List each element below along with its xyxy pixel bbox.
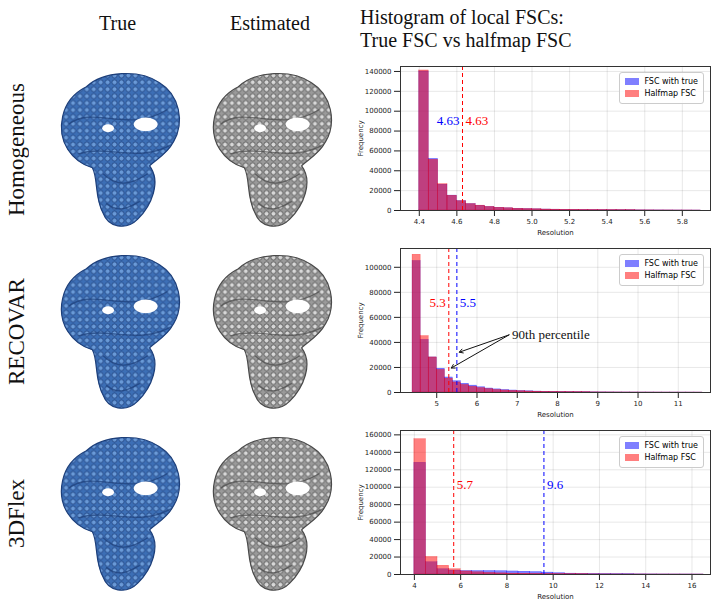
svg-text:8: 8	[555, 400, 559, 408]
svg-text:Resolution: Resolution	[537, 229, 574, 237]
svg-text:20000: 20000	[369, 364, 391, 372]
svg-text:Frequency: Frequency	[357, 302, 365, 338]
html-text:Estimated: Estimated	[230, 12, 310, 34]
svg-text:20000: 20000	[369, 187, 391, 195]
svg-text:20000: 20000	[369, 553, 391, 561]
svg-text:14: 14	[641, 582, 650, 590]
svg-text:Frequency: Frequency	[357, 484, 365, 520]
svg-text:9.6: 9.6	[547, 477, 564, 492]
svg-text:100000: 100000	[365, 107, 392, 115]
svg-text:4.63: 4.63	[466, 113, 489, 128]
svg-text:160000: 160000	[365, 431, 392, 439]
html-text:Halfmap FSC: Halfmap FSC	[644, 271, 696, 280]
svg-text:140000: 140000	[365, 449, 392, 457]
svg-text:7: 7	[515, 400, 519, 408]
svg-text:4.6: 4.6	[451, 218, 463, 226]
html-text:FSC with true: FSC with true	[644, 77, 698, 86]
svg-text:5.2: 5.2	[564, 218, 575, 226]
svg-text:5.3: 5.3	[430, 295, 446, 310]
html-text:Halfmap FSC: Halfmap FSC	[644, 453, 696, 462]
svg-text:4.63: 4.63	[437, 113, 460, 128]
svg-text:40000: 40000	[369, 167, 391, 175]
svg-text:10: 10	[634, 400, 643, 408]
svg-text:80000: 80000	[369, 127, 391, 135]
svg-text:140000: 140000	[365, 68, 392, 76]
svg-text:8: 8	[505, 582, 509, 590]
svg-text:80000: 80000	[369, 501, 391, 509]
html-text:True FSC vs halfmap FSC: True FSC vs halfmap FSC	[360, 29, 572, 51]
svg-text:100000: 100000	[365, 483, 392, 491]
svg-text:60000: 60000	[369, 518, 391, 526]
svg-text:90th percentile: 90th percentile	[512, 327, 590, 342]
html-text:RECOVAR: RECOVAR	[4, 278, 29, 386]
svg-text:Resolution: Resolution	[537, 411, 574, 419]
html-text:Halfmap FSC: Halfmap FSC	[644, 89, 696, 98]
svg-text:0: 0	[387, 389, 391, 397]
svg-text:11: 11	[674, 400, 683, 408]
html-text:FSC with true: FSC with true	[644, 259, 698, 268]
svg-text:4.8: 4.8	[489, 218, 500, 226]
svg-text:100000: 100000	[365, 264, 392, 272]
svg-text:120000: 120000	[365, 466, 392, 474]
html-text:3DFlex: 3DFlex	[4, 479, 29, 549]
svg-text:5: 5	[434, 400, 438, 408]
svg-text:5.6: 5.6	[639, 218, 651, 226]
svg-text:40000: 40000	[369, 339, 391, 347]
svg-text:40000: 40000	[369, 536, 391, 544]
svg-text:9: 9	[596, 400, 600, 408]
svg-text:0: 0	[387, 571, 391, 579]
svg-text:10: 10	[549, 582, 558, 590]
svg-text:5.5: 5.5	[460, 295, 476, 310]
svg-text:6: 6	[458, 582, 463, 590]
svg-text:5.0: 5.0	[526, 218, 537, 226]
svg-text:60000: 60000	[369, 314, 391, 322]
html-text:Homogeneous: Homogeneous	[4, 83, 29, 217]
svg-text:5.7: 5.7	[457, 477, 474, 492]
svg-text:12: 12	[595, 582, 604, 590]
svg-text:Resolution: Resolution	[537, 593, 574, 601]
svg-text:80000: 80000	[369, 289, 391, 297]
svg-text:60000: 60000	[369, 147, 391, 155]
svg-text:16: 16	[688, 582, 697, 590]
html-text:True: True	[99, 12, 136, 34]
svg-text:0: 0	[387, 207, 391, 215]
svg-text:4.4: 4.4	[414, 218, 426, 226]
svg-text:Frequency: Frequency	[357, 120, 365, 156]
svg-text:120000: 120000	[365, 88, 392, 96]
html-text:FSC with true: FSC with true	[644, 441, 698, 450]
svg-text:4: 4	[412, 582, 417, 590]
svg-text:5.8: 5.8	[677, 218, 688, 226]
svg-text:5.4: 5.4	[602, 218, 614, 226]
svg-text:6: 6	[475, 400, 480, 408]
html-text:Histogram of local FSCs:: Histogram of local FSCs:	[360, 6, 564, 28]
